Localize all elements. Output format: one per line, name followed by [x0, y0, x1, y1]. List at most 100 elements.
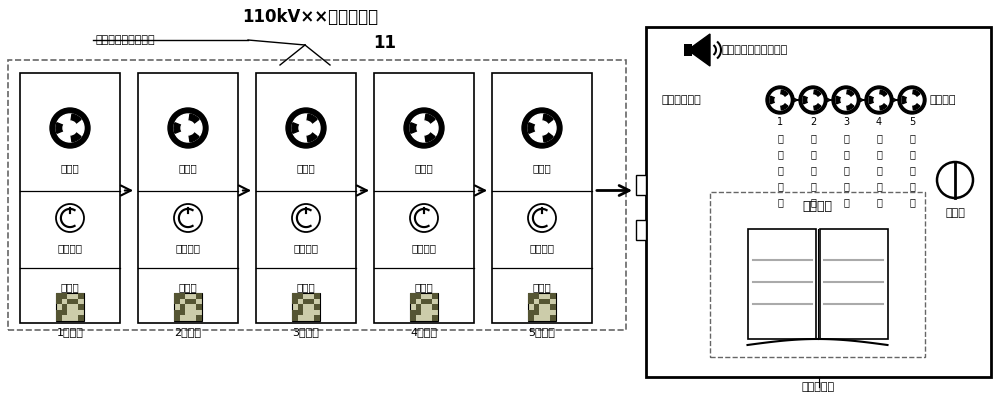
Text: 指: 指	[810, 181, 816, 191]
Text: 二维码: 二维码	[179, 282, 197, 292]
Text: 示: 示	[777, 197, 783, 207]
Bar	[710, 192, 925, 357]
Text: 处: 处	[777, 133, 783, 143]
Text: 解锁或未关门语音提示: 解锁或未关门语音提示	[722, 45, 788, 55]
Circle shape	[841, 95, 851, 105]
Bar	[410, 293, 438, 321]
Bar	[292, 315, 298, 321]
Text: 处: 处	[843, 133, 849, 143]
Circle shape	[50, 108, 90, 148]
Bar	[684, 44, 692, 56]
Bar	[174, 299, 180, 304]
Bar	[180, 304, 185, 310]
Circle shape	[56, 204, 84, 232]
FancyBboxPatch shape	[748, 229, 816, 339]
Bar	[185, 299, 191, 304]
Text: 到: 到	[909, 149, 915, 159]
Bar	[196, 304, 202, 310]
Text: 处: 处	[810, 133, 816, 143]
Text: 位: 位	[909, 165, 915, 175]
Polygon shape	[292, 123, 306, 133]
Circle shape	[417, 121, 431, 135]
Bar	[191, 299, 196, 304]
Text: 2: 2	[810, 117, 816, 127]
Text: 到位按鈕: 到位按鈕	[530, 243, 554, 253]
Text: 到位按鈕: 到位按鈕	[412, 243, 436, 253]
Text: 到: 到	[810, 149, 816, 159]
Polygon shape	[803, 96, 813, 104]
Circle shape	[174, 114, 202, 142]
Circle shape	[535, 121, 549, 135]
Text: 到位按鈕: 到位按鈕	[58, 243, 82, 253]
Bar	[314, 304, 320, 310]
Text: 位: 位	[810, 165, 816, 175]
Circle shape	[528, 114, 556, 142]
Polygon shape	[813, 90, 821, 100]
Text: 二维码: 二维码	[415, 282, 433, 292]
Bar	[550, 304, 556, 310]
Bar	[138, 73, 238, 323]
Bar	[636, 175, 646, 195]
Circle shape	[522, 108, 562, 148]
Bar	[56, 293, 62, 299]
Text: 指: 指	[777, 181, 783, 191]
Circle shape	[874, 95, 884, 105]
Bar	[174, 293, 202, 321]
Text: 示: 示	[843, 197, 849, 207]
Bar	[374, 73, 474, 323]
FancyBboxPatch shape	[820, 229, 888, 339]
Circle shape	[168, 108, 208, 148]
Bar	[62, 293, 67, 299]
Bar	[180, 293, 185, 299]
Bar	[432, 315, 438, 321]
Bar	[180, 310, 185, 315]
Circle shape	[770, 90, 790, 110]
Bar	[421, 299, 427, 304]
Text: 二维码: 二维码	[533, 282, 551, 292]
Bar	[62, 310, 67, 315]
Text: 处: 处	[876, 133, 882, 143]
Text: 指: 指	[876, 181, 882, 191]
Text: 到位灯: 到位灯	[415, 163, 433, 173]
Bar	[534, 304, 539, 310]
Bar	[78, 315, 84, 321]
Text: 3: 3	[843, 117, 849, 127]
Bar	[416, 310, 421, 315]
Text: 少视路线指示: 少视路线指示	[661, 95, 701, 105]
Circle shape	[299, 121, 313, 135]
Polygon shape	[912, 90, 920, 100]
Bar	[528, 310, 534, 315]
Bar	[56, 293, 84, 321]
Bar	[20, 73, 120, 323]
Bar	[298, 293, 303, 299]
Bar	[432, 293, 438, 299]
Polygon shape	[306, 128, 317, 142]
Bar	[545, 299, 550, 304]
Bar	[528, 315, 534, 321]
Circle shape	[286, 108, 326, 148]
Text: 二维码: 二维码	[61, 282, 79, 292]
Text: 到: 到	[777, 149, 783, 159]
Text: 5处到位: 5处到位	[529, 327, 555, 337]
Bar	[539, 299, 545, 304]
Polygon shape	[188, 114, 199, 128]
Text: 示: 示	[810, 197, 816, 207]
Circle shape	[181, 121, 195, 135]
Bar	[416, 304, 421, 310]
Text: 110kV××线巡视路线: 110kV××线巡视路线	[242, 8, 378, 26]
Circle shape	[292, 114, 320, 142]
Bar	[550, 315, 556, 321]
Bar	[636, 220, 646, 240]
Text: 1: 1	[777, 117, 783, 127]
Bar	[550, 293, 556, 299]
Bar	[427, 299, 432, 304]
Polygon shape	[528, 123, 542, 133]
Polygon shape	[692, 34, 710, 66]
Bar	[410, 299, 416, 304]
Text: 位: 位	[876, 165, 882, 175]
Polygon shape	[846, 90, 854, 100]
Text: 3处到位: 3处到位	[293, 327, 319, 337]
Polygon shape	[424, 128, 435, 142]
Text: 到位按鈕: 到位按鈕	[294, 243, 318, 253]
Circle shape	[404, 108, 444, 148]
